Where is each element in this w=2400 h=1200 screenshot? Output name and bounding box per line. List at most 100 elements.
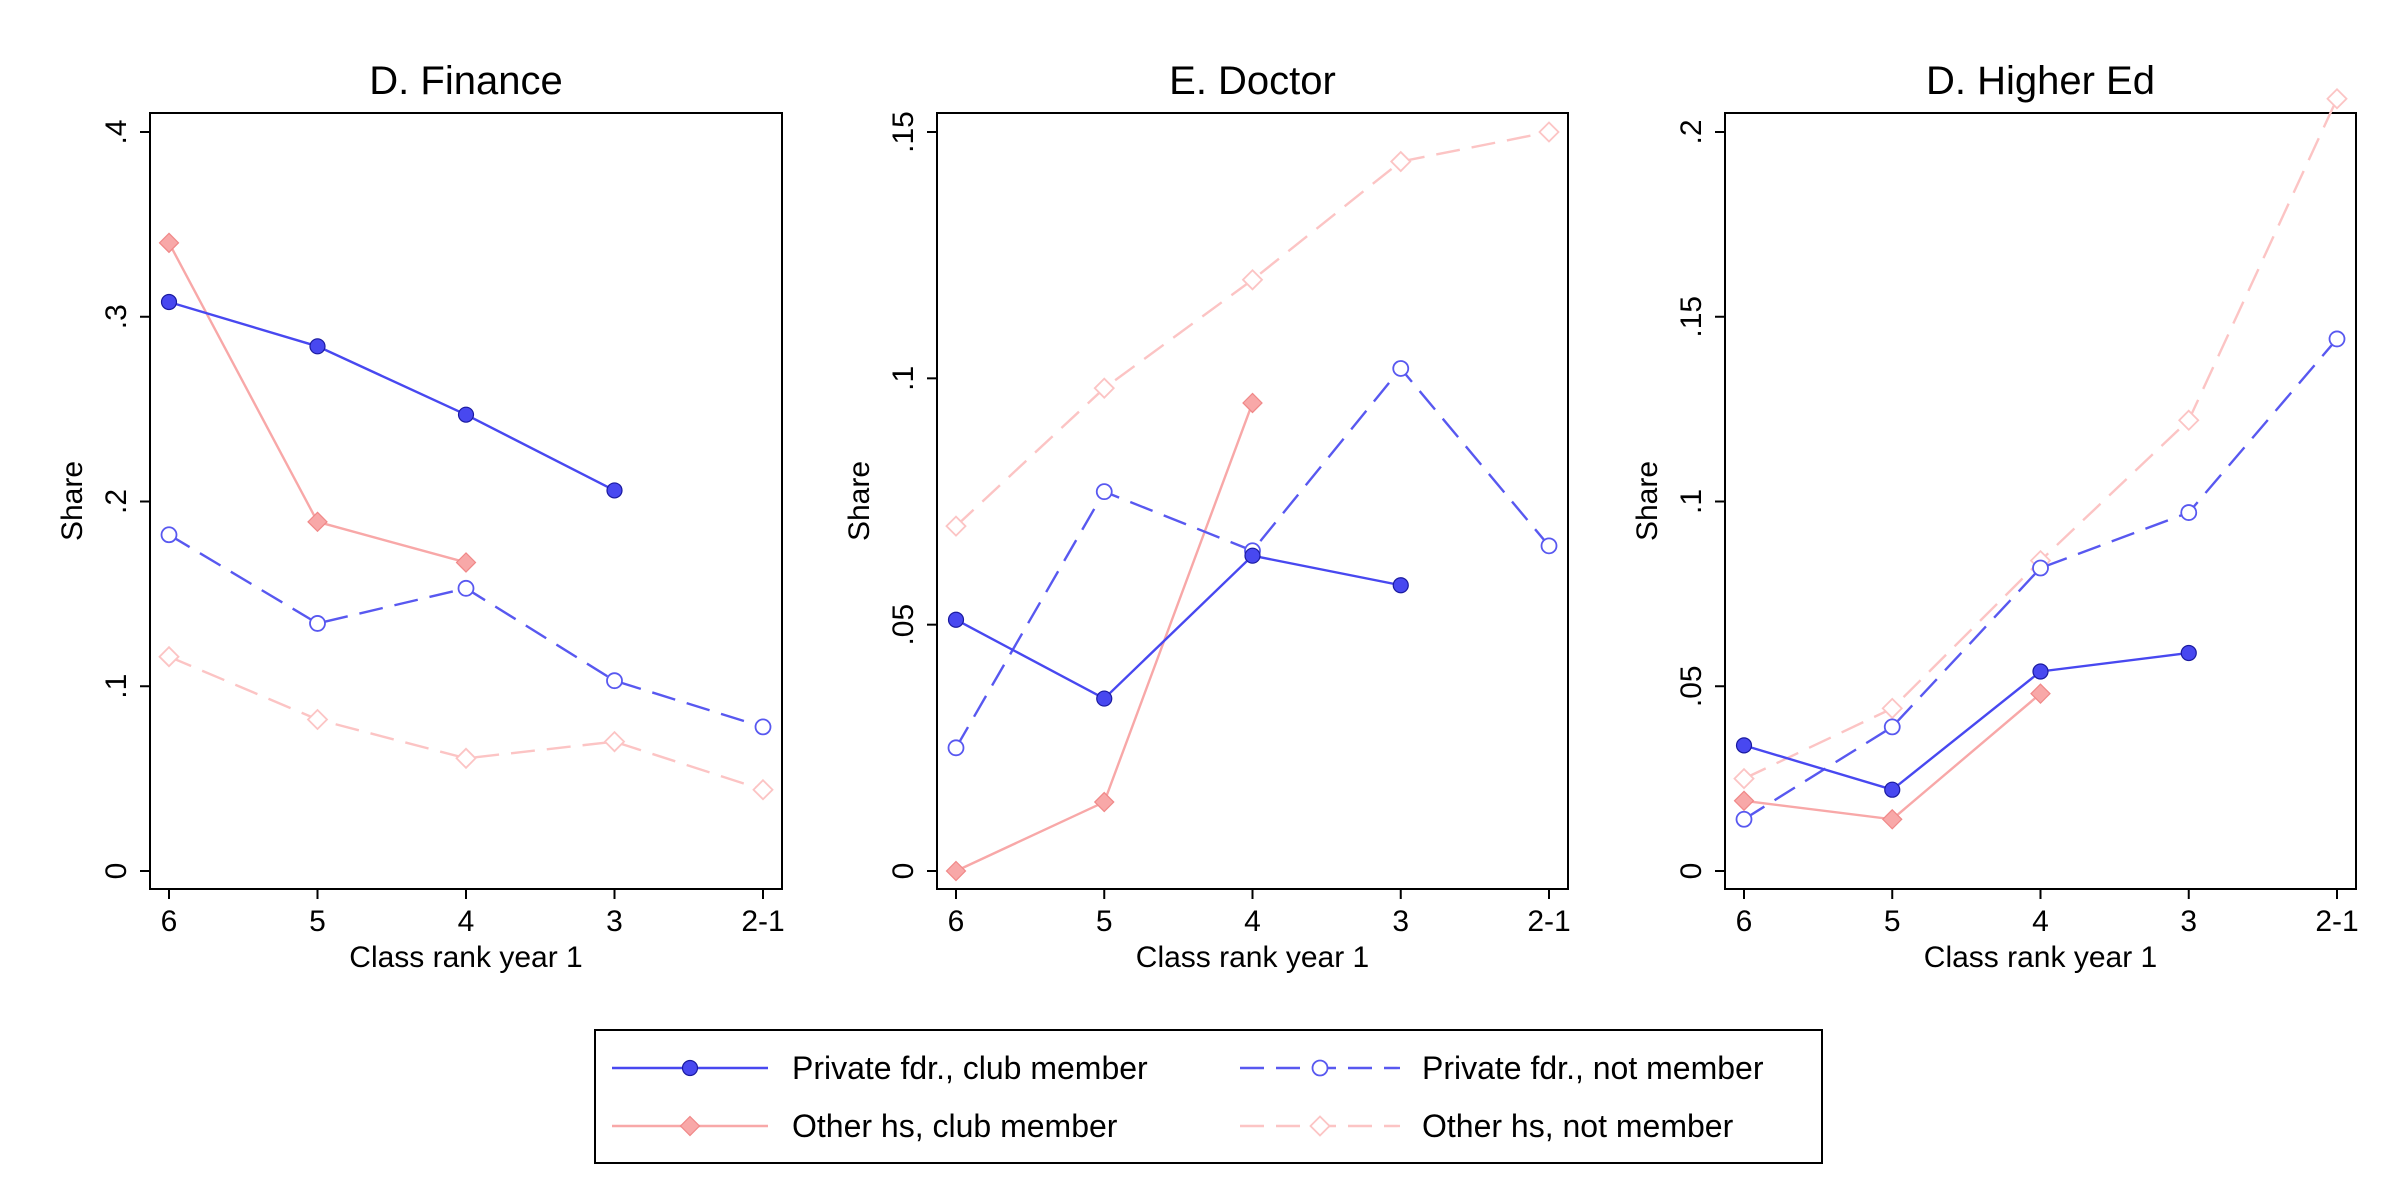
x-tick-label: 6 [161,905,178,938]
chart-title: E. Doctor [1169,59,1336,103]
y-tick-label: .4 [100,119,133,144]
x-tick-label: 2-1 [1527,905,1570,938]
series-4 [158,645,774,801]
series-line [168,300,616,492]
x-tick-label: 3 [1392,905,1409,938]
data-point [160,526,178,544]
data-point [158,232,180,254]
legend-item-1: Private fdr., club member [612,1050,1148,1086]
series-line [1743,651,2189,792]
data-point [1389,150,1412,173]
x-axis-label: Class rank year 1 [1136,941,1369,974]
series-line [168,655,764,791]
y-tick-label: 0 [887,863,920,880]
x-tick-label: 2-1 [2315,905,2358,938]
data-point [2177,409,2200,431]
data-point [455,747,477,770]
data-point [2030,683,2051,704]
series-3 [945,392,1263,882]
series-line [955,554,1401,701]
x-tick-label: 4 [2032,905,2049,938]
y-tick-label: 0 [1675,863,1708,880]
data-point [309,615,326,632]
data-point [1093,791,1115,813]
data-point [606,482,623,499]
legend-box [594,1029,1823,1164]
x-tick-label: 3 [606,905,623,938]
x-tick-label: 5 [309,905,326,938]
y-tick-label: .05 [887,604,920,646]
data-point [2180,504,2198,521]
data-point [947,611,965,628]
data-point [752,778,774,801]
x-tick-label: 4 [1244,905,1261,938]
data-point [1881,808,1903,830]
data-point [1096,690,1113,707]
x-tick-label: 5 [1884,905,1901,938]
y-tick-label: 0 [100,863,133,880]
data-point [947,739,965,757]
series-2 [1735,330,2346,828]
x-tick-label: 2-1 [741,905,784,938]
legend-label: Private fdr., not member [1422,1050,1764,1086]
x-tick-label: 6 [1736,905,1753,938]
data-point [1241,269,1264,291]
series-4 [945,121,1560,537]
series-line [1743,338,2338,821]
chart-panel-3: D. Higher Ed 0 .05 .1 .15 .2 Share 6 5 4 3 2-1 Class… [1631,59,2359,974]
legend-marker [681,1059,699,1077]
x-tick-label: 3 [2180,905,2197,938]
y-tick-label: .15 [1675,296,1708,338]
plot-frame [936,112,1569,890]
y-axis-label: Share [56,461,89,541]
chart-title: D. Higher Ed [1926,59,2155,103]
data-point [1538,121,1560,143]
plot-frame [149,112,783,890]
legend-label: Other hs, club member [792,1108,1118,1144]
y-tick-label: .15 [887,111,920,153]
legend-label: Private fdr., club member [792,1050,1148,1086]
y-tick-label: .2 [100,489,133,514]
data-point [158,645,180,668]
y-tick-label: .3 [100,304,133,329]
x-axis-label: Class rank year 1 [349,941,582,974]
data-point [1884,781,1901,798]
data-point [1244,547,1261,564]
data-point [2032,559,2049,577]
data-point [2326,87,2348,110]
series-3 [158,232,477,573]
legend: Private fdr., club member Private fdr., n… [594,1029,1823,1164]
data-point [1733,790,1755,812]
legend-marker [1311,1059,1329,1077]
data-point [457,579,475,597]
data-point [945,860,967,882]
legend-item-4: Other hs, not member [1240,1108,1734,1144]
data-point [455,552,477,573]
data-point [2180,644,2197,662]
data-point [1095,483,1113,501]
data-point [457,406,475,423]
data-point [603,730,626,753]
series-line [955,130,1550,528]
data-point [2328,330,2346,348]
data-point [1883,718,1901,736]
legend-item-3: Other hs, club member [612,1108,1118,1144]
chart-title: D. Finance [369,59,562,103]
data-point [1733,767,1755,790]
data-point [1093,377,1116,399]
y-axis-label: Share [843,461,876,541]
y-axis-label: Share [1631,461,1664,541]
legend-item-2: Private fdr., not member [1240,1050,1764,1086]
data-point [160,293,178,311]
y-tick-label: .05 [1675,665,1708,707]
series-3 [1733,683,2051,830]
data-point [1392,577,1409,594]
data-point [1540,537,1558,555]
y-tick-label: .1 [1675,489,1708,514]
data-point [1242,392,1263,414]
y-tick-label: .2 [1675,119,1708,144]
chart-panel-2: E. Doctor 0 .05 .1 .15 Share 6 5 4 3 2-1 Class rank… [843,59,1571,974]
legend-label: Other hs, not member [1422,1108,1734,1144]
data-point [1735,737,1753,754]
chart-panel-1: D. Finance 0 .1 .2 .3 .4 Share 6 5 4 3 2-1 Class ran… [56,59,785,974]
